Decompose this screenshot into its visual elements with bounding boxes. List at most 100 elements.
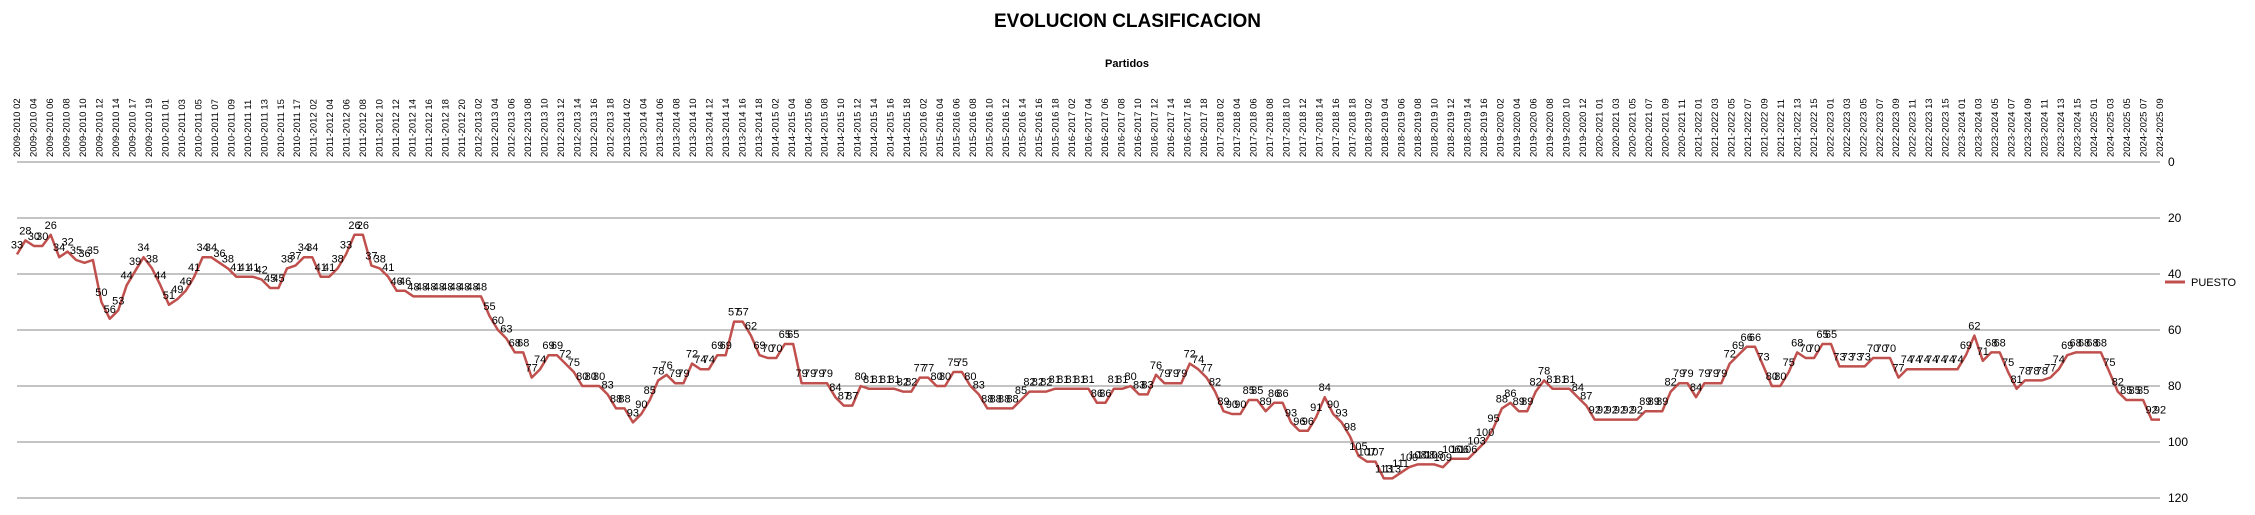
x-tick-label: 2014-2015 04 [787, 98, 798, 157]
x-tick-label: 2023-2024 03 [1974, 98, 1985, 157]
x-tick-label: 2013-2014 08 [671, 98, 682, 157]
data-label: 74 [1192, 354, 1204, 366]
x-tick-label: 2022-2023 01 [1825, 98, 1836, 157]
data-label: 75 [1783, 357, 1795, 369]
data-label: 41 [382, 262, 394, 274]
x-tick-label: 2022-2023 03 [1842, 98, 1853, 157]
data-label: 81 [863, 374, 875, 386]
data-label: 77 [922, 363, 934, 375]
data-label: 84 [829, 382, 841, 394]
x-tick-label: 2024-2025 05 [2122, 98, 2133, 157]
data-label: 105 [1349, 441, 1367, 453]
x-tick-label: 2016-2017 04 [1084, 98, 1095, 157]
data-label: 78 [652, 365, 664, 377]
data-label: 92 [1589, 405, 1601, 417]
x-tick-label: 2016-2017 02 [1067, 98, 1078, 157]
x-tick-label: 2014-2015 10 [836, 98, 847, 157]
data-label: 72 [1724, 349, 1736, 361]
x-tick-label: 2023-2024 15 [2073, 98, 2084, 157]
data-label: 88 [618, 393, 630, 405]
x-tick-label: 2022-2023 13 [1924, 98, 1935, 157]
data-label: 88 [990, 393, 1002, 405]
data-label: 108 [1408, 449, 1426, 461]
data-label: 85 [2120, 385, 2132, 397]
x-tick-label: 2013-2014 02 [622, 98, 633, 157]
data-label: 90 [1234, 399, 1246, 411]
data-label: 81 [1116, 374, 1128, 386]
x-tick-label: 2017-2018 06 [1248, 98, 1259, 157]
data-label: 48 [458, 281, 470, 293]
data-label: 68 [2070, 337, 2082, 349]
x-tick-label: 2015-2016 12 [1001, 98, 1012, 157]
data-label: 46 [391, 276, 403, 288]
x-tick-label: 2015-2016 14 [1018, 98, 1029, 157]
x-tick-label: 2022-2023 11 [1908, 99, 1919, 157]
data-label: 108 [1425, 449, 1443, 461]
data-label: 30 [28, 231, 40, 243]
data-label: 90 [1327, 399, 1339, 411]
x-tick-label: 2023-2024 01 [1957, 98, 1968, 157]
data-label: 69 [1960, 340, 1972, 352]
data-label: 50 [95, 287, 107, 299]
x-tick-label: 2009-2010 17 [127, 98, 138, 157]
x-tick-label: 2013-2014 18 [754, 98, 765, 157]
data-label: 74 [1943, 354, 1955, 366]
x-tick-label: 2018-2019 12 [1446, 98, 1457, 157]
data-label: 86 [1276, 388, 1288, 400]
data-label: 81 [1563, 374, 1575, 386]
data-label: 73 [1833, 351, 1845, 363]
data-label: 65 [787, 329, 799, 341]
data-label: 85 [1015, 385, 1027, 397]
data-label: 87 [838, 391, 850, 403]
data-label: 89 [1639, 396, 1651, 408]
data-label: 69 [711, 340, 723, 352]
data-label: 92 [1614, 405, 1626, 417]
x-tick-label: 2011-2012 20 [457, 99, 468, 157]
data-label: 73 [1850, 351, 1862, 363]
data-label: 95 [1487, 413, 1499, 425]
data-label: 89 [1648, 396, 1660, 408]
data-label: 86 [1504, 388, 1516, 400]
data-label: 41 [247, 262, 259, 274]
data-label: 74 [1918, 354, 1930, 366]
data-label: 69 [2061, 340, 2073, 352]
x-tick-label: 2011-2012 18 [441, 99, 452, 157]
data-label: 79 [1715, 368, 1727, 380]
data-label: 98 [1344, 421, 1356, 433]
legend-label: PUESTO [2191, 277, 2236, 289]
data-label: 36 [78, 248, 90, 260]
data-label: 65 [1825, 329, 1837, 341]
data-label: 81 [1108, 374, 1120, 386]
data-label: 113 [1375, 463, 1393, 475]
x-tick-label: 2010-2011 11 [243, 100, 254, 157]
data-label: 35 [87, 245, 99, 257]
x-tick-label: 2013-2014 16 [737, 98, 748, 157]
data-label: 84 [1319, 382, 1331, 394]
data-label: 48 [407, 281, 419, 293]
data-label: 34 [53, 242, 65, 254]
x-tick-label: 2012-2013 10 [540, 98, 551, 157]
data-label: 106 [1459, 444, 1477, 456]
legend: PUESTO [2165, 277, 2236, 289]
data-label: 48 [424, 281, 436, 293]
data-label: 30 [36, 231, 48, 243]
x-tick-label: 2017-2018 18 [1347, 98, 1358, 157]
series-layer [15, 233, 2160, 480]
data-label: 109 [1400, 452, 1418, 464]
data-label: 75 [2002, 357, 2014, 369]
x-tick-label: 2019-2020 10 [1562, 98, 1573, 157]
data-label: 81 [1057, 374, 1069, 386]
data-label: 85 [1243, 385, 1255, 397]
data-label: 107 [1366, 447, 1384, 459]
data-label: 75 [568, 357, 580, 369]
x-tick-label: 2021-2022 13 [1792, 98, 1803, 157]
data-label: 63 [500, 323, 512, 335]
data-label: 42 [256, 265, 268, 277]
x-tick-label: 2011-2012 12 [391, 99, 402, 157]
data-label: 70 [1800, 343, 1812, 355]
data-label: 79 [1175, 368, 1187, 380]
x-tick-label: 2017-2018 16 [1331, 98, 1342, 157]
data-label: 85 [1251, 385, 1263, 397]
data-label: 80 [855, 371, 867, 383]
data-label: 78 [2036, 365, 2048, 377]
